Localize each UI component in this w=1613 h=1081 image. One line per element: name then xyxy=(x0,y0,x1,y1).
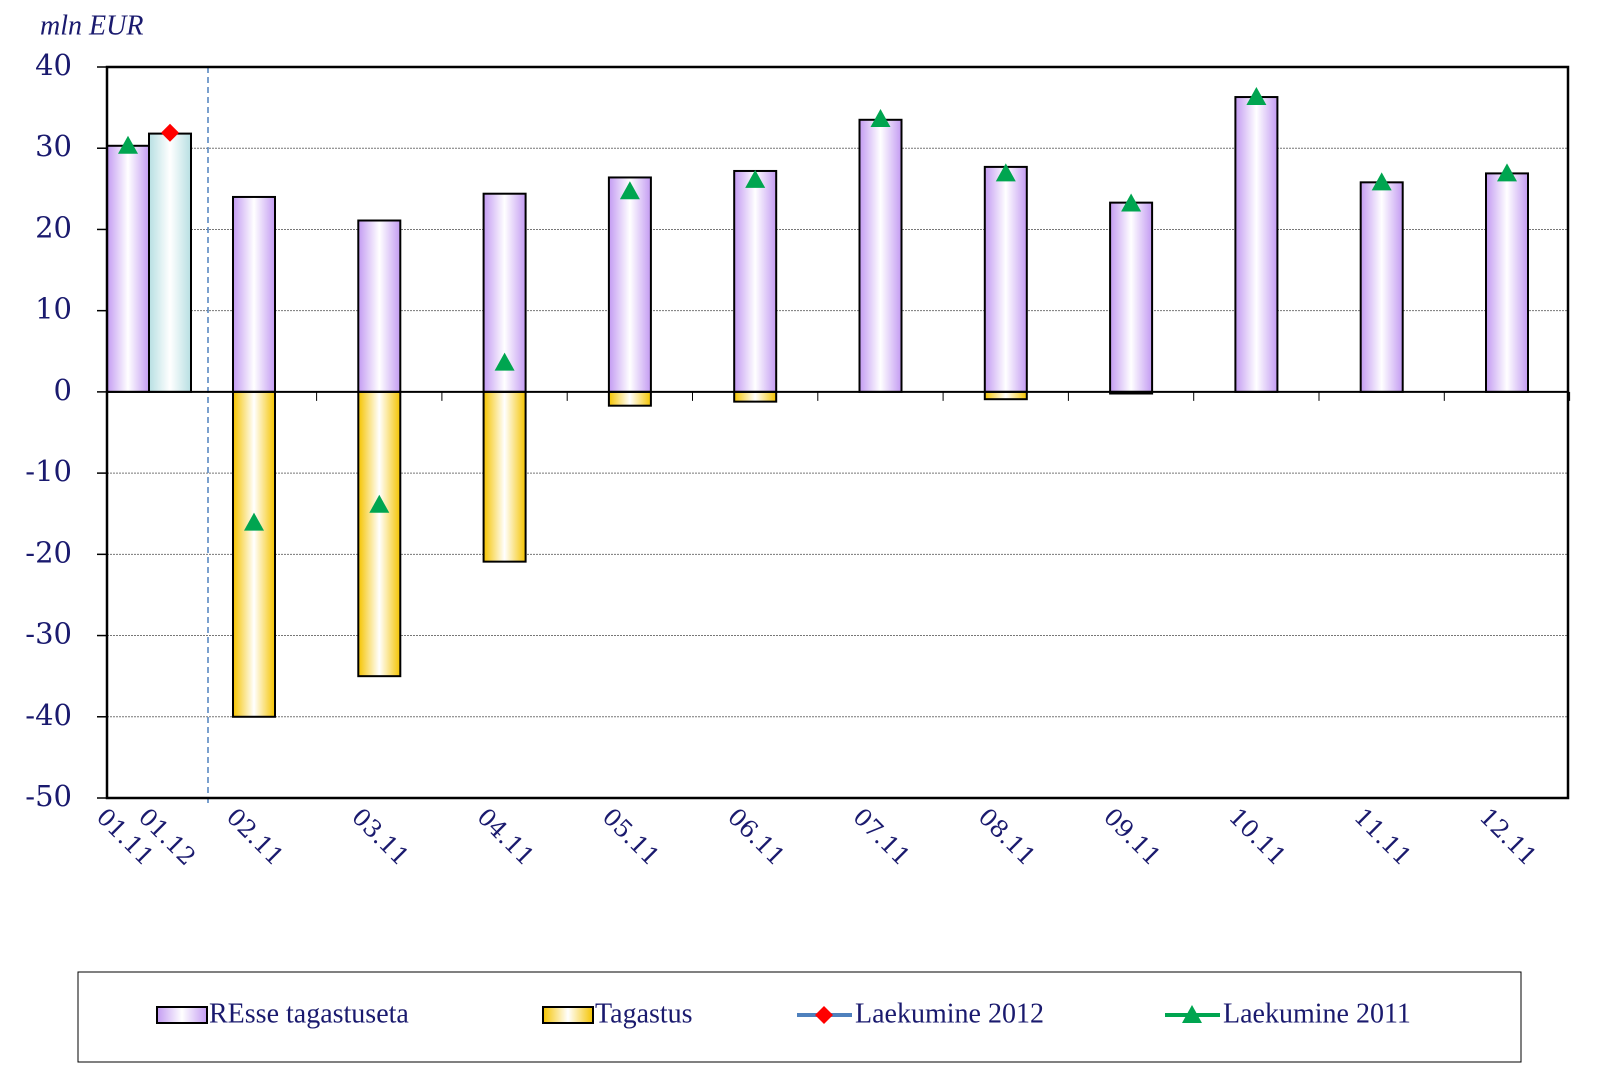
bar xyxy=(1234,96,1279,393)
marker xyxy=(118,135,138,154)
legend-swatch xyxy=(156,1006,208,1024)
y-tick-label: 30 xyxy=(35,129,72,163)
bar xyxy=(1109,201,1154,393)
marker xyxy=(995,163,1016,182)
marker xyxy=(1497,163,1517,182)
bar xyxy=(607,390,652,407)
marker xyxy=(161,123,179,142)
x-tick-label: 06.11 xyxy=(722,803,790,871)
bar xyxy=(607,176,652,393)
marker xyxy=(1246,87,1267,106)
x-tick-label: 09.11 xyxy=(1098,803,1166,871)
legend-label: REsse tagastuseta xyxy=(209,998,409,1029)
bar xyxy=(733,390,778,403)
x-tick-label: 02.11 xyxy=(221,803,289,871)
bar xyxy=(482,390,527,563)
bar xyxy=(858,118,903,393)
bar xyxy=(232,195,276,393)
y-tick-label: 0 xyxy=(54,373,72,407)
y-tick-label: -20 xyxy=(25,535,72,569)
plot-border xyxy=(105,65,1570,800)
x-tick-label: 04.11 xyxy=(471,803,539,871)
bar xyxy=(357,390,402,678)
marker xyxy=(494,352,515,371)
y-tick-label: 20 xyxy=(35,210,72,244)
bar xyxy=(148,132,192,393)
x-tick-label: 12.11 xyxy=(1474,803,1542,871)
legend-label: Tagastus xyxy=(595,998,693,1029)
marker xyxy=(1371,172,1392,191)
marker xyxy=(619,181,640,200)
y-tick-label: 40 xyxy=(35,48,72,82)
y-axis-label: mln EUR xyxy=(40,10,143,41)
legend-label: Laekumine 2011 xyxy=(1223,998,1411,1029)
x-tick-label: 05.11 xyxy=(597,803,665,871)
marker xyxy=(369,494,390,513)
x-tick-label: 08.11 xyxy=(973,803,1041,871)
legend-label: Laekumine 2012 xyxy=(855,998,1044,1029)
x-tick-label: 11.11 xyxy=(1349,803,1417,871)
marker xyxy=(1121,193,1142,212)
bar xyxy=(106,144,150,393)
y-tick-label: 10 xyxy=(35,292,72,326)
y-tick-label: -40 xyxy=(25,698,72,732)
bar xyxy=(1485,172,1529,393)
bar xyxy=(983,165,1028,393)
marker xyxy=(745,169,766,188)
legend-marker xyxy=(1182,1005,1202,1023)
y-tick-label: -50 xyxy=(25,779,72,813)
marker xyxy=(870,108,891,127)
legend-marker xyxy=(815,1006,833,1024)
x-tick-label: 03.11 xyxy=(346,803,414,871)
x-tick-label: 07.11 xyxy=(847,803,915,871)
legend-swatch xyxy=(542,1006,594,1024)
bar xyxy=(357,219,402,393)
bar xyxy=(733,169,778,393)
bar xyxy=(232,390,276,718)
bar xyxy=(1359,181,1404,393)
y-tick-label: -10 xyxy=(25,454,72,488)
x-tick-label: 10.11 xyxy=(1223,803,1291,871)
bar xyxy=(983,390,1028,401)
y-tick-label: -30 xyxy=(25,617,72,651)
marker xyxy=(244,512,264,531)
